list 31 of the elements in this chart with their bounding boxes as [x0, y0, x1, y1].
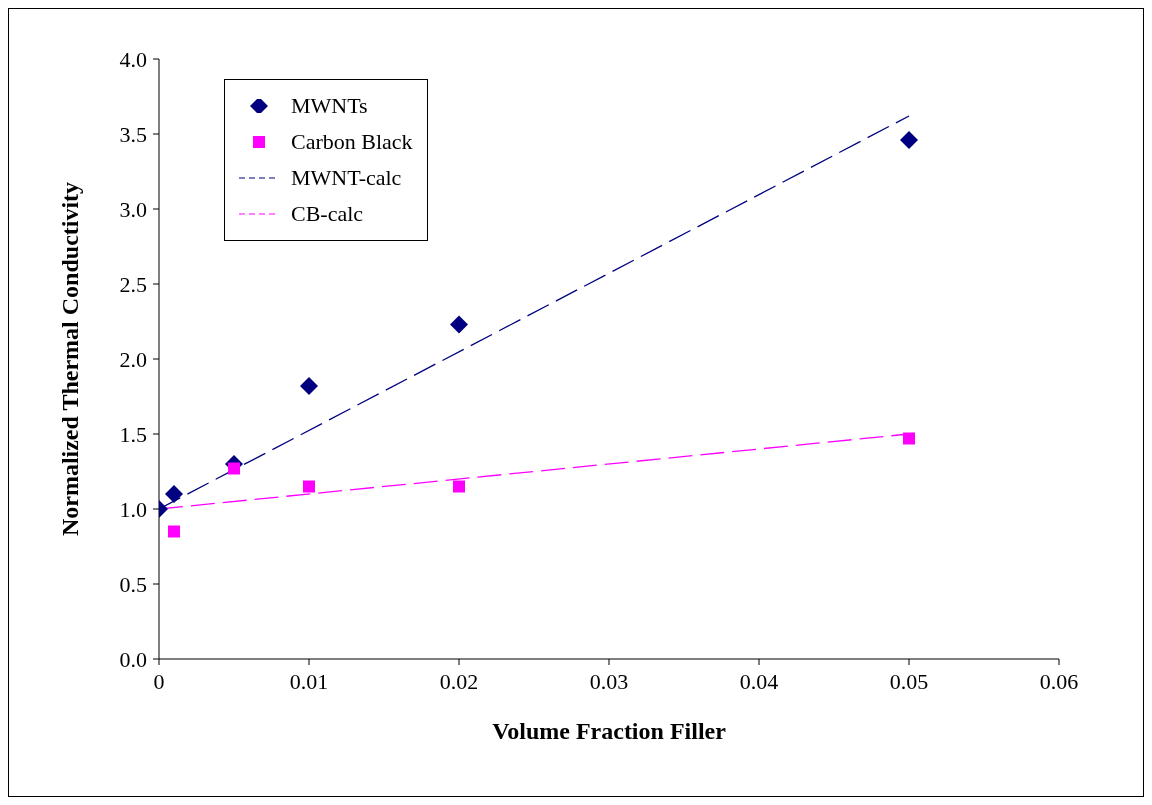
point	[168, 525, 180, 538]
y-tick-label: 2.0	[119, 346, 147, 372]
point	[450, 315, 468, 334]
x-axis-title: Volume Fraction Filler	[492, 718, 727, 744]
legend-label: CB-calc	[291, 201, 364, 227]
point	[165, 485, 183, 503]
point	[453, 480, 465, 493]
legend-label: MWNTs	[291, 93, 368, 119]
y-axis-title: Normalized Thermal Conductivity	[56, 181, 83, 537]
y-tick-label: 2.5	[119, 271, 147, 297]
x-tick-label: 0.05	[889, 668, 929, 694]
y-tick-label: 3.0	[119, 196, 147, 222]
x-tick-label: 0.02	[439, 668, 479, 694]
x-tick-label: 0.06	[1039, 668, 1079, 694]
y-tick-label: 0.5	[119, 571, 147, 597]
y-tick-label: 1.5	[119, 421, 147, 447]
x-tick-label: 0.04	[739, 668, 779, 694]
point	[303, 480, 315, 493]
point	[900, 131, 918, 149]
legend-label: Carbon Black	[291, 129, 413, 155]
point	[903, 432, 915, 445]
y-tick-label: 3.5	[119, 121, 147, 147]
x-tick-label: 0	[153, 668, 165, 694]
x-tick-label: 0.01	[289, 668, 329, 694]
point	[300, 377, 318, 395]
y-tick-label: 4.0	[119, 46, 147, 72]
x-tick-label: 0.03	[589, 668, 629, 694]
legend-label: MWNT-calc	[291, 165, 402, 191]
point	[228, 462, 240, 475]
y-tick-label: 0.0	[119, 646, 147, 672]
y-tick-label: 1.0	[119, 496, 147, 522]
